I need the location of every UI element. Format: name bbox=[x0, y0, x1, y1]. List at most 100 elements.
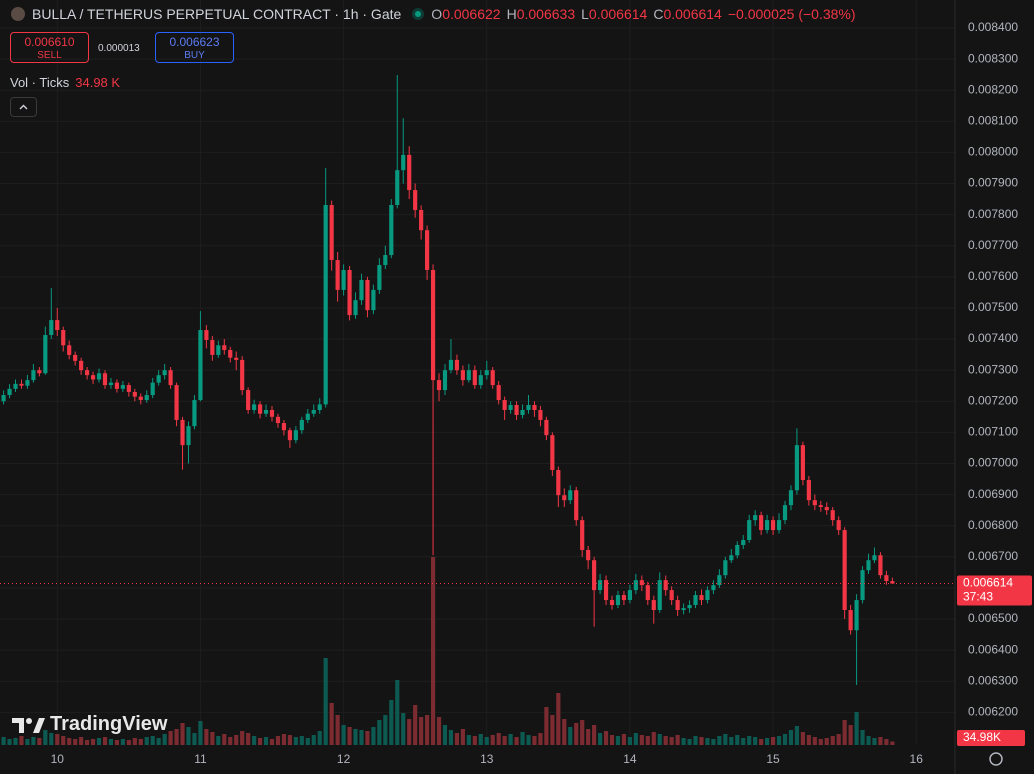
volume-bar bbox=[204, 729, 209, 745]
volume-bar bbox=[419, 717, 424, 745]
candle-body bbox=[269, 409, 275, 417]
volume-bar bbox=[25, 739, 30, 745]
candle-body bbox=[496, 385, 501, 401]
volume-bar bbox=[824, 738, 829, 745]
volume-bar bbox=[592, 725, 597, 745]
volume-bar bbox=[377, 720, 382, 745]
candle-body bbox=[317, 404, 322, 410]
volume-bar bbox=[222, 734, 227, 745]
volume-legend-label: Vol · Ticks bbox=[10, 75, 70, 90]
x-tick-label: 14 bbox=[623, 752, 637, 766]
header: BULLA / TETHERUS PERPETUAL CONTRACT · 1h… bbox=[10, 6, 856, 22]
candle-body bbox=[365, 279, 370, 311]
volume-bar bbox=[365, 731, 370, 745]
y-tick-label: 0.006300 bbox=[968, 673, 1018, 687]
candle-body bbox=[615, 595, 621, 606]
volume-bar bbox=[317, 731, 322, 745]
candle-body bbox=[490, 370, 495, 386]
volume-bar bbox=[586, 729, 591, 745]
collapse-button[interactable] bbox=[10, 97, 37, 117]
volume-bar bbox=[216, 736, 221, 745]
candle-body bbox=[61, 330, 66, 346]
candle-body bbox=[425, 230, 430, 271]
candle-body bbox=[508, 405, 513, 410]
candle-body bbox=[878, 555, 883, 576]
ohlc-key: L bbox=[581, 6, 589, 22]
ohlc-value: 0.006614 bbox=[663, 6, 722, 22]
candle-body bbox=[305, 413, 310, 420]
x-tick-label: 11 bbox=[194, 752, 207, 766]
volume-bar bbox=[639, 735, 644, 745]
candle-body bbox=[574, 490, 579, 521]
sell-button[interactable]: 0.006610 SELL bbox=[10, 32, 89, 63]
volume-bar bbox=[108, 739, 114, 745]
spread: 0.000013 bbox=[98, 43, 140, 54]
watermark-logo bbox=[12, 717, 45, 733]
candle-body bbox=[240, 359, 245, 391]
candle-body bbox=[79, 360, 84, 371]
candle-body bbox=[389, 204, 394, 256]
candle-body bbox=[73, 354, 78, 361]
volume-bar bbox=[150, 736, 155, 745]
volume-bar bbox=[460, 729, 465, 745]
volume-bar bbox=[37, 738, 42, 745]
candle-body bbox=[252, 404, 257, 410]
y-tick-label: 0.006200 bbox=[968, 705, 1018, 719]
volume-bar bbox=[651, 732, 656, 745]
volume-bar bbox=[544, 707, 549, 745]
y-tick-label: 0.008100 bbox=[968, 113, 1018, 127]
volume-bar bbox=[448, 730, 454, 745]
volume-bar bbox=[860, 730, 865, 745]
candle-body bbox=[657, 580, 662, 610]
volume-bar bbox=[335, 715, 340, 745]
candle-body bbox=[717, 575, 722, 586]
y-tick-label: 0.007800 bbox=[968, 207, 1018, 221]
y-tick-label: 0.008300 bbox=[968, 51, 1018, 65]
sell-label: SELL bbox=[37, 50, 62, 61]
ohlc-key: C bbox=[653, 6, 664, 22]
candle-body bbox=[586, 549, 591, 561]
candle-body bbox=[705, 590, 710, 601]
y-tick-label: 0.007600 bbox=[968, 269, 1018, 283]
volume-bar bbox=[263, 737, 269, 745]
ohlc-value: 0.006614 bbox=[588, 6, 648, 22]
settings-icon[interactable] bbox=[989, 752, 1003, 766]
candle-body bbox=[25, 380, 30, 386]
candle-body bbox=[770, 520, 776, 531]
buy-button[interactable]: 0.006623 BUY bbox=[155, 32, 234, 63]
candle-body bbox=[96, 373, 102, 380]
candle-body bbox=[436, 380, 442, 391]
volume-bar bbox=[842, 720, 847, 745]
candle-body bbox=[49, 320, 54, 336]
sell-price: 0.006610 bbox=[24, 35, 75, 49]
volume-bar bbox=[747, 736, 752, 745]
volume-bar bbox=[7, 739, 12, 745]
volume-bar bbox=[341, 725, 346, 745]
candle-body bbox=[466, 370, 471, 381]
candle-body bbox=[353, 300, 358, 316]
volume-bar bbox=[526, 735, 531, 745]
x-tick-label: 15 bbox=[766, 752, 780, 766]
candle-body bbox=[753, 515, 758, 521]
candle-body bbox=[174, 385, 179, 420]
candle-body bbox=[162, 370, 167, 376]
volume-bar bbox=[782, 734, 788, 745]
volume-bar bbox=[299, 736, 304, 745]
volume-bar bbox=[603, 731, 609, 745]
volume-bar bbox=[96, 738, 102, 745]
volume-bar bbox=[663, 736, 668, 745]
candle-body bbox=[168, 370, 173, 386]
candle-body bbox=[246, 390, 251, 410]
volume-bar bbox=[454, 733, 460, 745]
candle-body bbox=[550, 435, 555, 471]
volume-bar bbox=[466, 735, 471, 745]
candle-body bbox=[228, 349, 233, 358]
candle-body bbox=[126, 385, 131, 392]
candle-body bbox=[723, 560, 728, 576]
volume-bar bbox=[550, 715, 555, 745]
volume-bar bbox=[425, 715, 430, 745]
volume-bar bbox=[67, 738, 72, 745]
watermark-text: TradingView bbox=[50, 713, 168, 735]
candle-body bbox=[788, 490, 794, 506]
